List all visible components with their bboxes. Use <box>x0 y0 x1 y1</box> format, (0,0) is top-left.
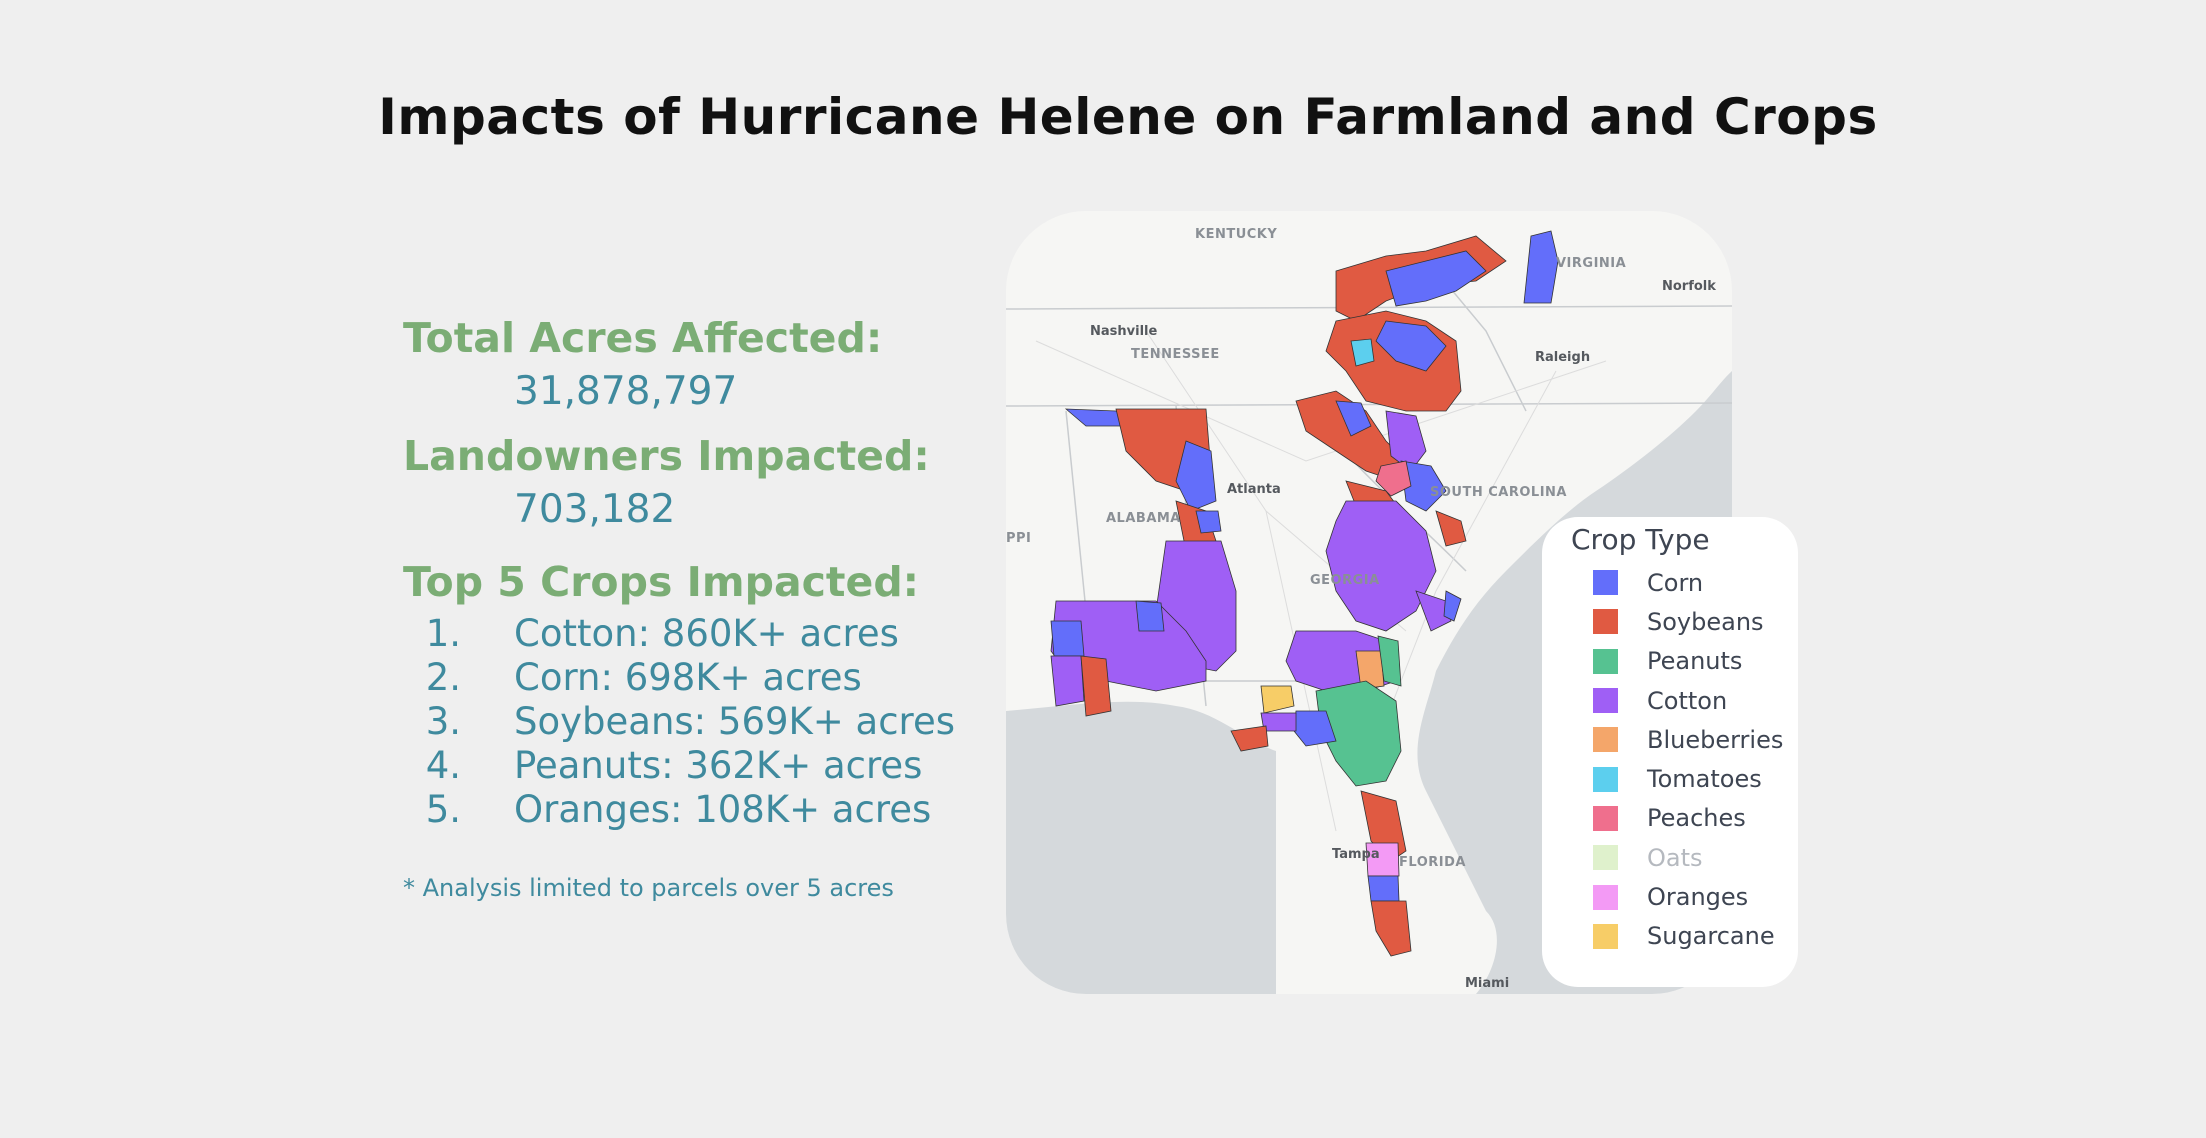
region-corn <box>1375 320 1447 372</box>
crop-type-legend: Crop Type Corn Soybeans Peanuts Cotton B… <box>1542 517 1798 987</box>
crop-rank: 2. <box>425 656 461 699</box>
map-label-raleigh: Raleigh <box>1535 350 1591 365</box>
legend-swatch <box>1593 884 1618 910</box>
region-tomatoes <box>1350 338 1375 367</box>
map-label-tennessee: TENNESSEE <box>1131 347 1220 362</box>
page-title: Impacts of Hurricane Helene on Farmland … <box>378 88 1878 146</box>
region-soybeans <box>1080 655 1112 717</box>
region-corn <box>1523 230 1559 304</box>
crop-list-item: 1. Cotton: 860K+ acres <box>403 612 1003 656</box>
legend-label: Sugarcane <box>1647 922 1775 951</box>
legend-label: Peanuts <box>1647 647 1743 676</box>
legend-swatch <box>1593 766 1618 792</box>
map-label-miami: Miami <box>1465 976 1510 991</box>
legend-label: Soybeans <box>1647 607 1764 636</box>
region-soybeans <box>1435 510 1467 547</box>
region-cotton <box>1260 712 1297 732</box>
legend-swatch <box>1593 570 1618 596</box>
crop-text: Cotton: 860K+ acres <box>514 612 899 655</box>
map-label-atlanta: Atlanta <box>1227 482 1281 497</box>
legend-swatch <box>1593 923 1618 949</box>
legend-item-oats[interactable]: Oats <box>1593 838 1783 877</box>
top-crops-list: 1. Cotton: 860K+ acres 2. Corn: 698K+ acre… <box>403 612 1003 832</box>
legend-swatch <box>1593 727 1618 753</box>
region-peanuts <box>1377 635 1402 687</box>
region-cotton <box>1385 410 1427 472</box>
gulf-of-mexico <box>1006 701 1276 994</box>
region-soybeans <box>1230 725 1269 752</box>
legend-label: Peaches <box>1647 804 1746 833</box>
crop-list-item: 4. Peanuts: 362K+ acres <box>403 744 1003 788</box>
map-label-florida: FLORIDA <box>1399 855 1466 870</box>
legend-label: Oranges <box>1647 883 1749 912</box>
legend-swatch <box>1593 845 1618 871</box>
top-crops-label: Top 5 Crops Impacted: <box>403 558 920 606</box>
legend-label: Oats <box>1647 843 1703 872</box>
footnote: * Analysis limited to parcels over 5 acr… <box>403 874 894 902</box>
region-corn <box>1385 250 1487 307</box>
region-corn <box>1367 875 1400 902</box>
map-label-south-carolina: SOUTH CAROLINA <box>1430 485 1567 500</box>
legend-item-oranges[interactable]: Oranges <box>1593 877 1783 916</box>
map-label-mississippi: PPI <box>1006 531 1032 546</box>
region-soybeans <box>1370 900 1412 957</box>
legend-title: Crop Type <box>1571 523 1710 556</box>
region-corn <box>1443 590 1462 622</box>
stats-panel: Total Acres Affected: 31,878,797 Landown… <box>403 312 1003 902</box>
legend-swatch <box>1593 805 1618 831</box>
region-sugarcane <box>1260 685 1295 714</box>
legend-item-peaches[interactable]: Peaches <box>1593 799 1783 838</box>
crop-rank: 5. <box>425 788 461 831</box>
region-blueberries <box>1355 650 1385 690</box>
crop-text: Corn: 698K+ acres <box>514 656 862 699</box>
crop-text: Soybeans: 569K+ acres <box>514 700 956 743</box>
crop-rank: 4. <box>425 744 461 787</box>
map-label-georgia: GEORGIA <box>1310 573 1380 588</box>
region-cotton <box>1050 655 1085 707</box>
total-acres-label: Total Acres Affected: <box>403 314 883 362</box>
legend-item-blueberries[interactable]: Blueberries <box>1593 720 1783 759</box>
total-acres-value: 31,878,797 <box>514 369 738 414</box>
region-corn <box>1135 600 1165 632</box>
region-corn <box>1175 440 1217 512</box>
map-label-nashville: Nashville <box>1090 324 1158 339</box>
legend-item-cotton[interactable]: Cotton <box>1593 681 1783 720</box>
map-label-virginia: VIRGINIA <box>1556 256 1627 271</box>
legend-label: Corn <box>1647 568 1704 597</box>
region-oranges <box>1365 842 1400 877</box>
map-label-norfolk: Norfolk <box>1662 279 1716 294</box>
legend-items: Corn Soybeans Peanuts Cotton Blueberries… <box>1593 563 1783 956</box>
legend-swatch <box>1593 609 1618 635</box>
legend-item-tomatoes[interactable]: Tomatoes <box>1593 759 1783 798</box>
crop-list-item: 3. Soybeans: 569K+ acres <box>403 700 1003 744</box>
region-peaches <box>1375 460 1412 497</box>
map-label-tampa: Tampa <box>1332 847 1380 862</box>
region-corn <box>1050 620 1085 657</box>
crop-list-item: 2. Corn: 698K+ acres <box>403 656 1003 700</box>
legend-swatch <box>1593 648 1618 674</box>
region-corn <box>1195 510 1222 534</box>
legend-label: Tomatoes <box>1647 765 1762 794</box>
crop-rank: 3. <box>425 700 461 743</box>
region-corn <box>1335 400 1372 437</box>
region-cotton <box>1325 500 1437 632</box>
region-cotton <box>1415 590 1452 632</box>
crop-list-item: 5. Oranges: 108K+ acres <box>403 788 1003 832</box>
legend-label: Cotton <box>1647 686 1728 715</box>
legend-item-soybeans[interactable]: Soybeans <box>1593 602 1783 641</box>
legend-swatch <box>1593 688 1618 714</box>
legend-item-peanuts[interactable]: Peanuts <box>1593 642 1783 681</box>
legend-label: Blueberries <box>1647 725 1784 754</box>
landowners-label: Landowners Impacted: <box>403 432 930 480</box>
landowners-value: 703,182 <box>514 487 676 532</box>
legend-item-corn[interactable]: Corn <box>1593 563 1783 602</box>
map-label-alabama: ALABAMA <box>1106 511 1181 526</box>
region-corn <box>1400 460 1447 512</box>
crop-regions <box>1050 230 1559 957</box>
crop-rank: 1. <box>425 612 461 655</box>
crop-text: Peanuts: 362K+ acres <box>514 744 923 787</box>
crop-text: Oranges: 108K+ acres <box>514 788 932 831</box>
map-label-kentucky: KENTUCKY <box>1195 227 1278 242</box>
legend-item-sugarcane[interactable]: Sugarcane <box>1593 917 1783 956</box>
